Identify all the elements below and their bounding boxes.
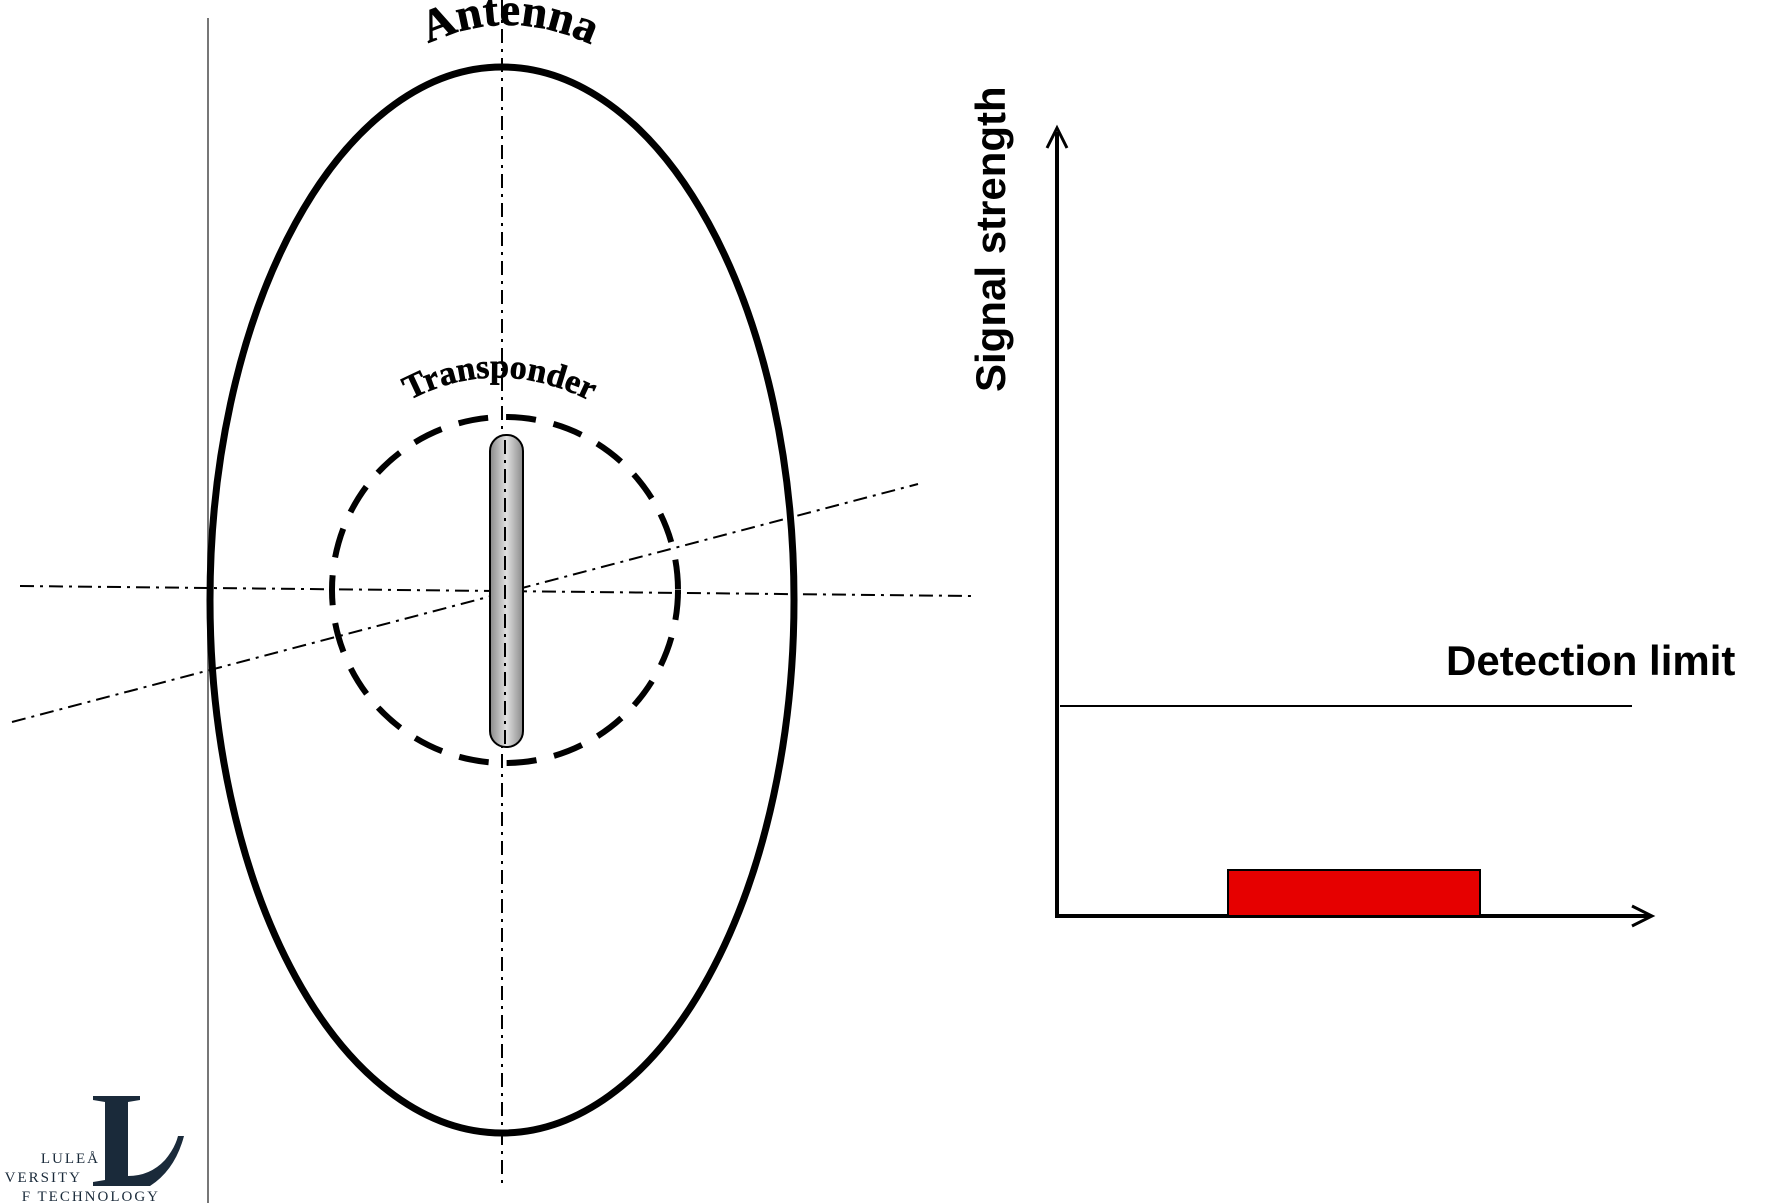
signal-strength-label: Signal strength [967,86,1014,392]
detection-limit-label: Detection limit [1446,637,1735,684]
signal-bar [1227,869,1481,917]
signal-y-axis-arrowhead [1045,124,1069,149]
tilted-axis-dashdot [11,483,919,723]
signal-x-axis-arrowhead [1631,904,1656,928]
logo-letter-l [93,1096,184,1186]
transponder-label: Transponder [397,348,602,408]
antenna-label: Antenna [413,0,606,54]
logo-text-line2: VERSITY [5,1170,82,1186]
university-logo: LULEÅ VERSITY F TECHNOLOGY [5,1096,184,1203]
logo-text-line1: LULEÅ [41,1151,100,1167]
transponder-field-circle [329,414,681,766]
logo-text-line3: F TECHNOLOGY [22,1189,160,1203]
antenna-loop [206,63,798,1137]
transponder-capsule [489,434,524,748]
